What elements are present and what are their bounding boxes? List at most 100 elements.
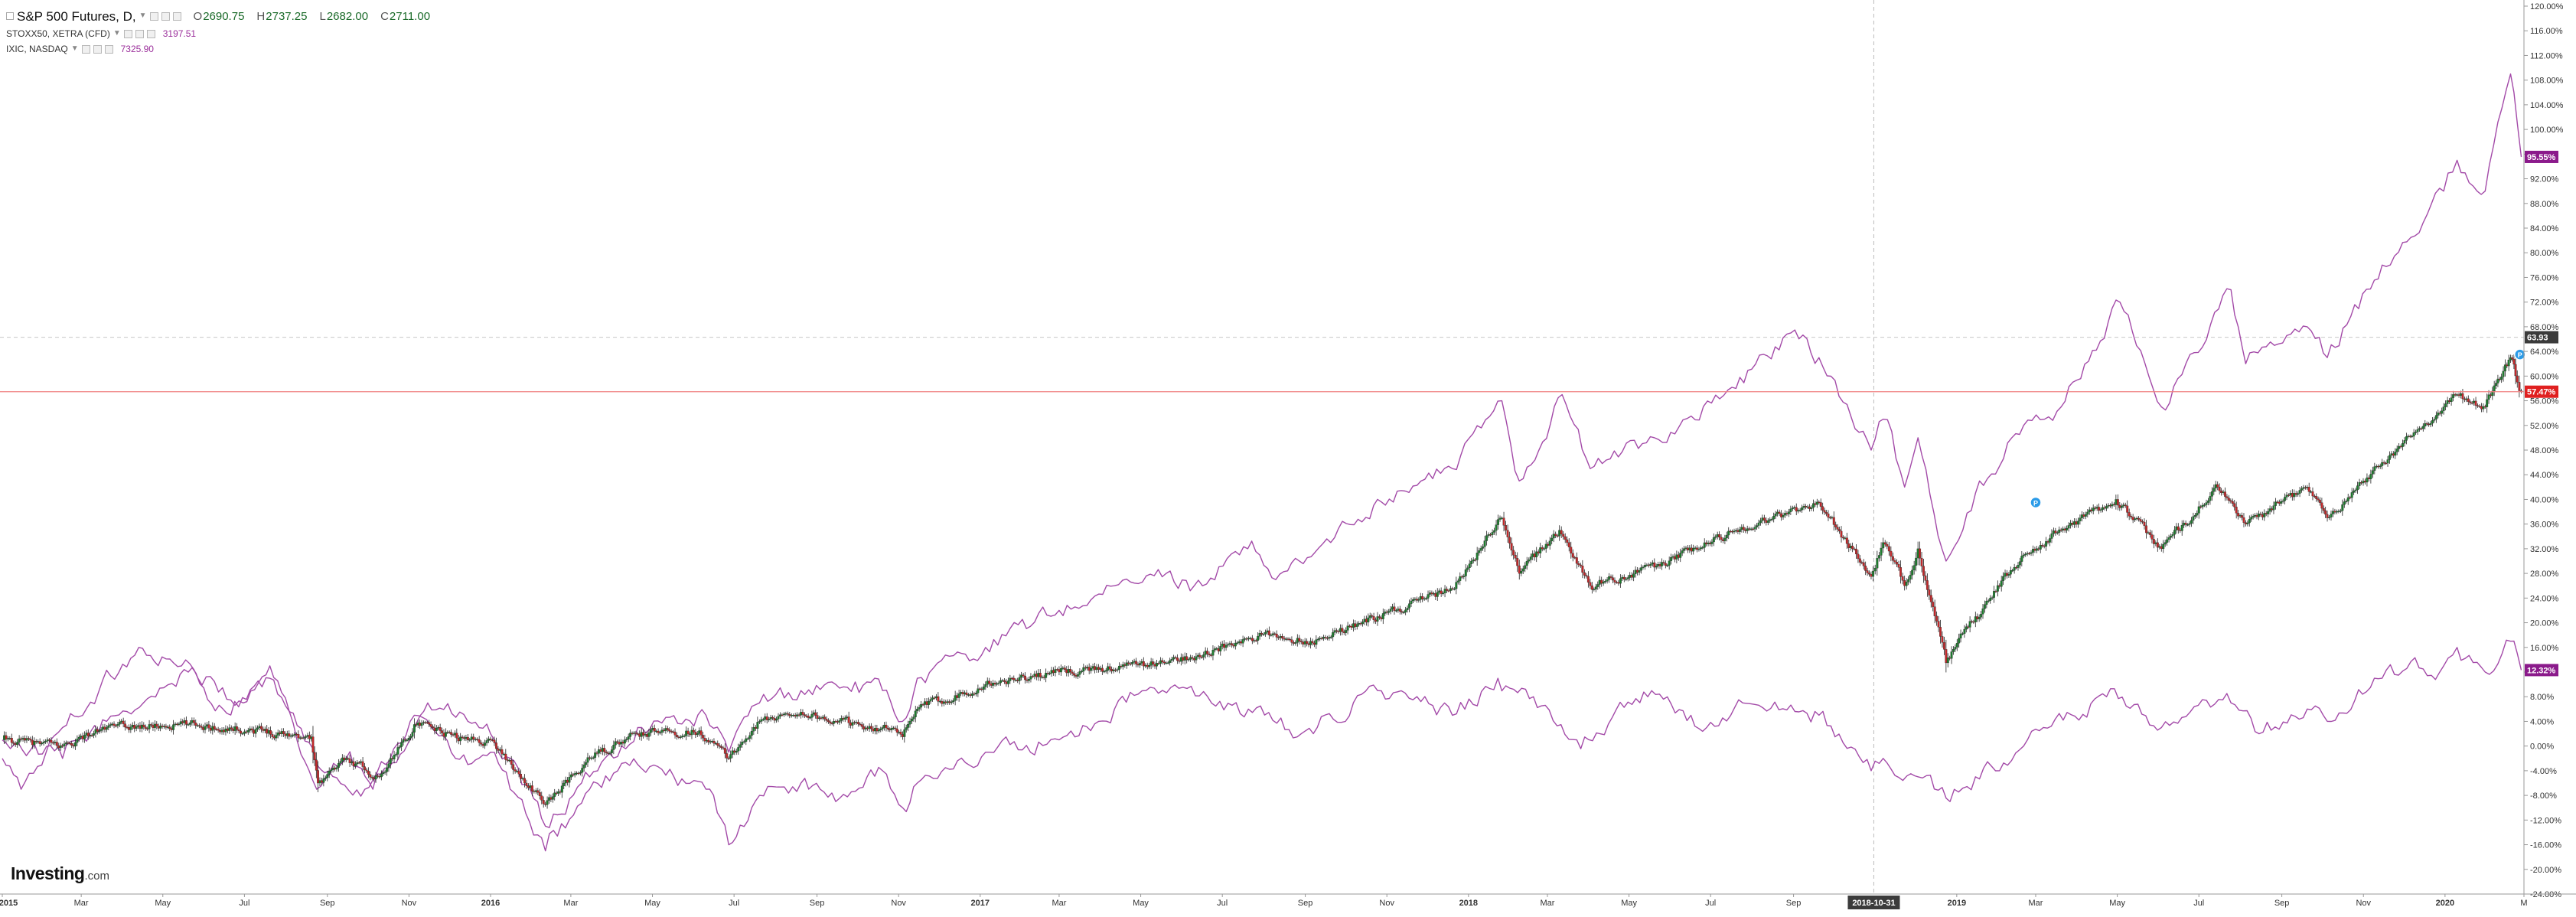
candle-body bbox=[1974, 616, 1977, 622]
settings-icon[interactable] bbox=[93, 44, 102, 54]
legend-main-row[interactable]: S&P 500 Futures, D, ▼ O 2690.75 H 2737.25 … bbox=[6, 6, 430, 26]
candle-body bbox=[461, 736, 464, 738]
candle-body bbox=[1793, 507, 1796, 508]
close-icon[interactable] bbox=[104, 44, 113, 54]
candle-body bbox=[120, 720, 123, 723]
candle-body bbox=[1332, 632, 1335, 638]
candle-body bbox=[2252, 516, 2255, 517]
candle-body bbox=[2084, 514, 2087, 517]
candle-body bbox=[2177, 526, 2180, 530]
series2-label[interactable]: STOXX50, XETRA (CFD) bbox=[6, 28, 110, 39]
candle-body bbox=[191, 720, 194, 723]
high-value: 2737.25 bbox=[266, 9, 308, 23]
eye-icon[interactable] bbox=[149, 11, 158, 21]
candle-body bbox=[1942, 642, 1945, 650]
candle-body bbox=[437, 727, 440, 729]
investing-logo[interactable]: Investing.com bbox=[11, 863, 109, 884]
y-tick-label: 52.00% bbox=[2530, 422, 2559, 431]
candle-body bbox=[585, 762, 588, 765]
candle-body bbox=[899, 732, 902, 735]
candle-body bbox=[1866, 570, 1869, 573]
candle-body bbox=[1348, 625, 1351, 627]
y-tick-label: 88.00% bbox=[2530, 200, 2559, 209]
close-icon[interactable] bbox=[146, 29, 155, 38]
close-icon[interactable] bbox=[172, 11, 181, 21]
chevron-down-icon[interactable]: ▼ bbox=[139, 11, 147, 20]
candle-body bbox=[1086, 667, 1089, 669]
candle-body bbox=[636, 733, 639, 735]
main-symbol-label[interactable]: S&P 500 Futures, D, bbox=[17, 8, 136, 24]
candle-body bbox=[444, 732, 447, 737]
series3-label[interactable]: IXIC, NASDAQ bbox=[6, 44, 68, 54]
candle-body bbox=[1117, 665, 1120, 670]
candle-body bbox=[21, 738, 24, 740]
legend-series3-row[interactable]: IXIC, NASDAQ ▼ 7325.90 bbox=[6, 41, 430, 57]
candle-body bbox=[823, 716, 827, 720]
candlestick-series bbox=[3, 354, 2522, 809]
candle-body bbox=[1071, 671, 1074, 674]
candle-body bbox=[2137, 517, 2141, 520]
candle-body bbox=[2377, 465, 2380, 468]
eye-icon[interactable] bbox=[81, 44, 90, 54]
candle-body bbox=[1322, 637, 1325, 639]
candle-body bbox=[109, 724, 112, 726]
series-line-ixic-nasdaq[interactable] bbox=[2, 73, 2522, 828]
candle-body bbox=[2341, 504, 2344, 511]
candle-body bbox=[1144, 664, 1147, 667]
candle-body bbox=[530, 785, 533, 791]
x-tick-label: Nov bbox=[2356, 899, 2371, 908]
candle-body bbox=[588, 757, 591, 759]
candle-body bbox=[1740, 527, 1743, 530]
legend-series2-row[interactable]: STOXX50, XETRA (CFD) ▼ 3197.51 bbox=[6, 26, 430, 41]
candle-body bbox=[1182, 657, 1185, 661]
candle-body bbox=[2067, 525, 2070, 529]
candle-body bbox=[1219, 646, 1222, 651]
chevron-down-icon[interactable]: ▼ bbox=[112, 29, 121, 38]
candle-body bbox=[249, 728, 252, 731]
candle-body bbox=[174, 723, 177, 726]
candle-body bbox=[1161, 660, 1164, 663]
candle-body bbox=[1414, 599, 1417, 600]
candle-body bbox=[1579, 564, 1582, 566]
candle-body bbox=[1138, 663, 1141, 666]
candle-body bbox=[1634, 569, 1637, 574]
candle-body bbox=[2486, 399, 2489, 407]
eye-icon[interactable] bbox=[123, 29, 132, 38]
candle-body bbox=[1814, 503, 1817, 505]
candle-body bbox=[2322, 507, 2325, 511]
series-line-stoxx50-xetra-cfd-[interactable] bbox=[2, 639, 2522, 852]
candle-body bbox=[608, 752, 611, 754]
candle-body bbox=[1149, 661, 1153, 666]
candle-body bbox=[2013, 567, 2016, 571]
event-marker-icon[interactable] bbox=[2030, 496, 2042, 509]
candle-body bbox=[170, 728, 173, 730]
settings-icon[interactable] bbox=[161, 11, 170, 21]
candle-body bbox=[50, 739, 53, 743]
candle-body bbox=[739, 744, 742, 748]
candle-body bbox=[527, 785, 530, 788]
candle-body bbox=[807, 716, 810, 718]
candle-body bbox=[302, 737, 305, 739]
x-tick-label: Mar bbox=[2028, 899, 2043, 908]
candle-body bbox=[1550, 537, 1554, 541]
chevron-down-icon[interactable]: ▼ bbox=[70, 44, 79, 53]
candle-body bbox=[812, 712, 815, 715]
candle-body bbox=[370, 777, 373, 778]
candle-body bbox=[1893, 560, 1896, 563]
candle-body bbox=[1952, 649, 1955, 652]
collapse-icon[interactable] bbox=[6, 12, 14, 20]
candle-body bbox=[328, 771, 331, 775]
settings-icon[interactable] bbox=[135, 29, 144, 38]
candle-body bbox=[450, 732, 453, 735]
candle-body bbox=[382, 772, 385, 775]
candle-body bbox=[1012, 677, 1016, 680]
candle-body bbox=[446, 732, 449, 733]
candle-body bbox=[1153, 664, 1156, 667]
candle-body bbox=[1688, 547, 1691, 550]
candle-body bbox=[1514, 555, 1517, 559]
event-marker-icon[interactable] bbox=[2514, 348, 2526, 361]
candle-body bbox=[2454, 394, 2457, 396]
candle-body bbox=[2268, 508, 2271, 512]
candle-body bbox=[1449, 588, 1452, 591]
